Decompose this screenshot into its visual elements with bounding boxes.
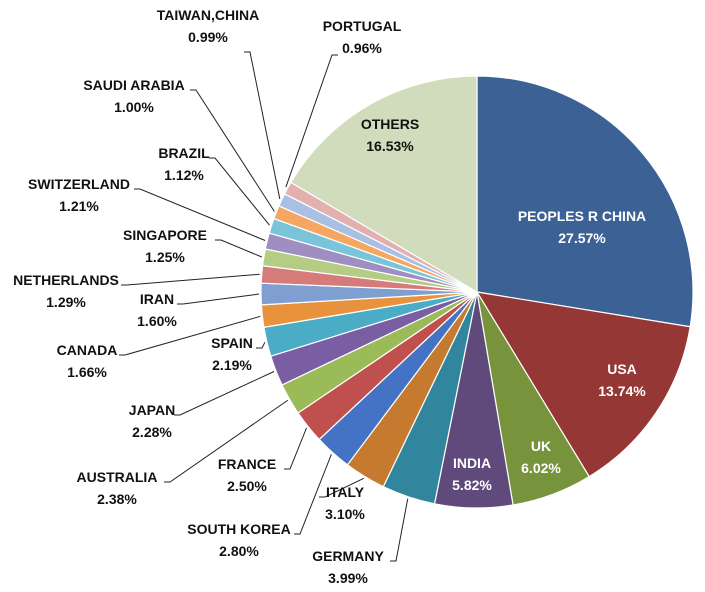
label-spain: SPAIN 2.19% [211,335,253,373]
label-name: ITALY [326,484,365,500]
leader-spain [256,342,266,349]
label-usa: USA 13.74% [598,361,646,399]
label-value: 1.29% [46,294,86,310]
leader-portugal [285,54,338,188]
label-value: 6.02% [521,460,561,476]
label-value: 2.19% [212,357,252,373]
label-name: PORTUGAL [323,18,402,34]
label-name: CANADA [57,342,118,358]
leader-australia [164,399,289,483]
label-netherlands: NETHERLANDS 1.29% [13,272,119,310]
label-name: USA [607,361,637,377]
label-name: SINGAPORE [123,227,207,243]
label-italy: ITALY 3.10% [325,484,365,522]
label-australia: AUSTRALIA 2.38% [77,469,158,507]
label-value: 27.57% [558,230,606,246]
label-value: 3.99% [328,570,368,586]
label-name: UK [531,438,551,454]
label-others: OTHERS 16.53% [361,116,419,154]
label-name: FRANCE [218,456,276,472]
label-taiwan-china: TAIWAN,CHINA 0.99% [157,7,259,45]
leader-germany [390,498,409,562]
leader-italy [319,477,365,498]
leader-south-korea [294,454,332,535]
label-name: JAPAN [129,402,175,418]
label-name: PEOPLES R CHINA [518,208,646,224]
label-value: 13.74% [598,383,646,399]
label-value: 1.12% [164,167,204,183]
slice-usa [475,291,691,478]
label-uk: UK 6.02% [521,438,561,476]
leader-france [284,427,307,470]
label-peoples-r-china: PEOPLES R CHINA 27.57% [518,208,646,246]
leader-netherlands [121,273,260,286]
leader-iran [177,293,260,305]
label-name: SWITZERLAND [28,176,130,192]
leader-canada [119,315,261,356]
leader-singapore [215,239,263,258]
label-name: OTHERS [361,116,419,132]
label-switzerland: SWITZERLAND 1.21% [28,176,130,214]
label-iran: IRAN 1.60% [137,291,177,329]
label-value: 1.25% [145,249,185,265]
label-value: 5.82% [452,477,492,493]
label-value: 1.66% [67,364,107,380]
leader-taiwan-china [244,51,281,200]
label-value: 1.00% [114,99,154,115]
label-name: GERMANY [312,548,384,564]
label-name: SOUTH KOREA [187,521,290,537]
label-value: 0.99% [188,29,228,45]
slice-others [290,75,478,294]
label-name: TAIWAN,CHINA [157,7,259,23]
label-value: 2.80% [219,543,259,559]
label-name: SAUDI ARABIA [83,77,184,93]
label-value: 3.10% [325,506,365,522]
label-value: 16.53% [366,138,414,154]
label-brazil: BRAZIL 1.12% [158,145,210,183]
label-canada: CANADA 1.66% [57,342,118,380]
leader-switzerland [134,188,266,241]
label-portugal: PORTUGAL 0.96% [323,18,402,56]
label-name: NETHERLANDS [13,272,119,288]
label-germany: GERMANY 3.99% [312,548,384,586]
label-value: 1.60% [137,313,177,329]
label-value: 2.38% [97,491,137,507]
label-name: SPAIN [211,335,253,351]
leader-lines [119,51,409,562]
label-value: 1.21% [59,198,99,214]
label-name: BRAZIL [158,145,210,161]
leader-saudi-arabia [190,89,275,212]
label-value: 0.96% [342,40,382,56]
label-india: INDIA 5.82% [452,455,492,493]
label-saudi-arabia: SAUDI ARABIA 1.00% [83,77,184,115]
label-south-korea: SOUTH KOREA 2.80% [187,521,290,559]
label-name: AUSTRALIA [77,469,158,485]
slice-labels: PEOPLES R CHINA 27.57% USA 13.74% UK 6.02% IND… [13,7,646,586]
leader-brazil [209,157,270,226]
label-japan: JAPAN 2.28% [129,402,175,440]
pie-slices [260,75,694,509]
label-name: INDIA [453,455,491,471]
label-name: IRAN [140,291,174,307]
label-value: 2.28% [132,424,172,440]
label-singapore: SINGAPORE 1.25% [123,227,207,265]
label-value: 2.50% [227,478,267,494]
leader-japan [174,371,275,416]
slice-peoples-r-china [476,75,694,328]
label-france: FRANCE 2.50% [218,456,276,494]
